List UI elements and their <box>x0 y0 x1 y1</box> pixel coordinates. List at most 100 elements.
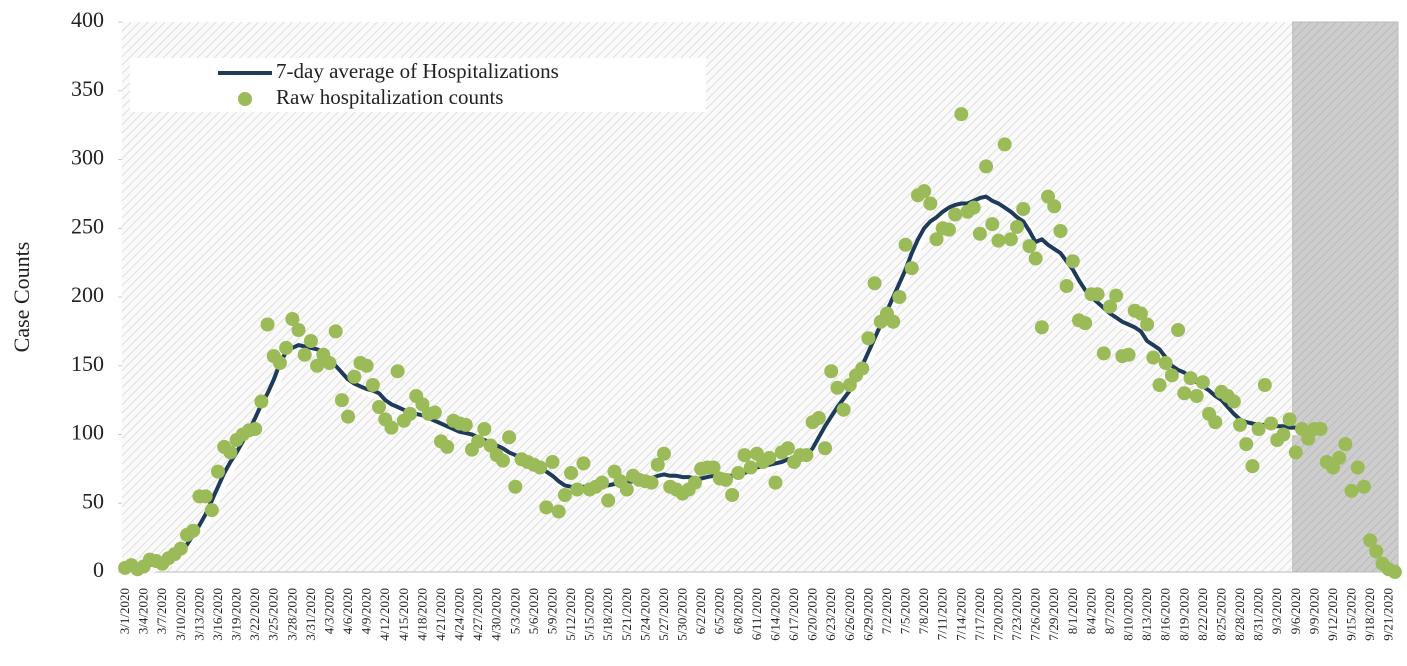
point <box>824 364 839 379</box>
point <box>204 503 219 518</box>
point <box>533 460 548 475</box>
point <box>811 411 826 425</box>
x-tick-label: 5/15/2020 <box>582 588 597 641</box>
point <box>1264 416 1279 431</box>
point <box>564 466 579 480</box>
y-tick-label: 100 <box>71 420 104 445</box>
point <box>1233 417 1248 432</box>
point <box>1257 378 1272 392</box>
point <box>1344 483 1359 498</box>
point <box>1121 347 1136 362</box>
x-tick-label: 7/8/2020 <box>916 588 931 634</box>
x-tick-label: 3/1/2020 <box>117 588 132 634</box>
point <box>1338 437 1353 452</box>
x-tick-label: 9/15/2020 <box>1344 588 1359 641</box>
point <box>948 207 963 222</box>
point <box>917 184 932 199</box>
x-tick-label: 4/24/2020 <box>452 588 467 641</box>
point <box>985 217 1000 232</box>
point <box>1164 368 1179 383</box>
point <box>1363 533 1378 548</box>
point <box>644 475 659 490</box>
legend-label: 7-day average of Hospitalizations <box>276 59 559 83</box>
point <box>372 400 387 414</box>
y-tick-label: 0 <box>93 557 104 582</box>
x-tick-label: 3/13/2020 <box>191 588 206 641</box>
point <box>595 475 610 490</box>
x-tick-label: 5/21/2020 <box>619 588 634 641</box>
point <box>1065 254 1080 269</box>
x-tick-label: 9/9/2020 <box>1306 588 1321 634</box>
point <box>198 489 213 504</box>
point <box>706 460 721 475</box>
point <box>601 493 616 508</box>
point <box>1356 479 1371 494</box>
point <box>384 420 399 435</box>
plot-area <box>122 22 1398 572</box>
point <box>1239 437 1254 452</box>
point <box>886 314 901 329</box>
x-tick-label: 7/26/2020 <box>1028 588 1043 641</box>
x-tick-label: 3/7/2020 <box>154 588 169 634</box>
x-tick-label: 9/3/2020 <box>1269 588 1284 634</box>
point <box>508 479 523 494</box>
x-tick-label: 4/30/2020 <box>489 588 504 641</box>
x-tick-label: 7/5/2020 <box>898 588 913 634</box>
point <box>1028 251 1043 266</box>
point <box>1313 422 1328 436</box>
point <box>471 434 486 449</box>
point <box>979 159 994 174</box>
x-tick-label: 9/12/2020 <box>1325 588 1340 641</box>
x-tick-label: 6/8/2020 <box>730 588 745 634</box>
point <box>545 455 560 469</box>
point <box>855 361 870 376</box>
x-tick-label: 8/7/2020 <box>1102 588 1117 634</box>
y-tick-label: 200 <box>71 282 104 307</box>
y-tick-label: 400 <box>71 7 104 32</box>
point <box>836 402 851 417</box>
point <box>1059 279 1074 293</box>
point <box>440 439 455 454</box>
point <box>570 482 585 497</box>
point <box>737 448 752 463</box>
point <box>1282 412 1297 427</box>
x-tick-label: 5/12/2020 <box>563 588 578 641</box>
point <box>1053 224 1068 238</box>
point <box>297 347 312 362</box>
point <box>322 356 337 370</box>
point <box>1189 389 1204 403</box>
y-tick-label: 300 <box>71 145 104 170</box>
point <box>285 312 300 326</box>
x-tick-label: 5/24/2020 <box>637 588 652 641</box>
shaded-region <box>1292 21 1399 573</box>
point <box>861 331 876 346</box>
x-tick-label: 4/3/2020 <box>321 588 336 634</box>
x-tick-label: 6/17/2020 <box>786 588 801 641</box>
point <box>1034 320 1049 335</box>
x-tick-label: 5/9/2020 <box>544 588 559 634</box>
x-tick-label: 9/6/2020 <box>1288 588 1303 634</box>
x-tick-label: 6/11/2020 <box>749 588 764 640</box>
point <box>458 417 473 432</box>
x-tick-label: 6/29/2020 <box>860 588 875 641</box>
x-tick-label: 4/12/2020 <box>377 588 392 641</box>
point <box>1276 427 1291 442</box>
point <box>223 445 238 460</box>
point <box>725 488 740 502</box>
point <box>867 276 882 291</box>
point <box>892 290 907 304</box>
point <box>211 464 226 479</box>
point <box>1016 202 1031 216</box>
point <box>359 358 374 373</box>
x-tick-label: 3/28/2020 <box>284 588 299 641</box>
point <box>929 232 944 247</box>
point <box>718 472 733 487</box>
point <box>539 500 554 515</box>
point <box>1251 422 1266 436</box>
x-tick-label: 4/21/2020 <box>433 588 448 641</box>
x-tick-label: 3/10/2020 <box>173 588 188 641</box>
x-tick-label: 8/28/2020 <box>1232 588 1247 641</box>
x-tick-label: 8/13/2020 <box>1139 588 1154 641</box>
point <box>495 453 510 468</box>
point <box>687 475 702 490</box>
